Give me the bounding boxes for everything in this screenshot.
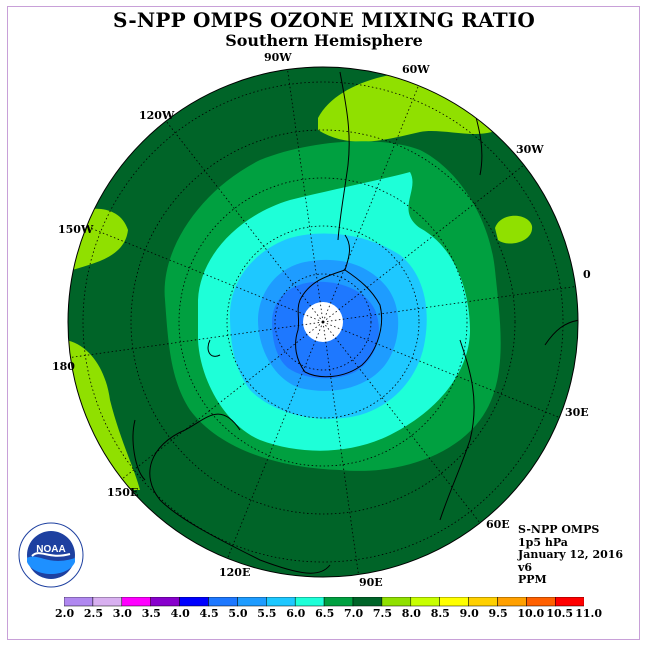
meridians <box>68 67 578 577</box>
colorbar-tick-label: 4.5 <box>199 607 219 620</box>
colorbar-tick-label: 9.5 <box>488 607 508 620</box>
meridian-line <box>162 116 324 323</box>
colorbar-tick-label: 5.5 <box>257 607 277 620</box>
colorbar-tick-label: 8.0 <box>401 607 421 620</box>
colorbar-tick-label: 2.5 <box>83 607 104 620</box>
lon-label-60e: 60E <box>486 518 510 531</box>
meridian-line <box>322 285 578 323</box>
colorbar-swatch <box>208 597 238 607</box>
map-border <box>67 66 579 578</box>
info-version: v6 <box>518 560 533 574</box>
colorbar-swatch <box>266 597 296 607</box>
meridian-line <box>81 224 324 323</box>
colorbar-tick-label: 11.0 <box>575 607 602 620</box>
colorbar-swatch <box>150 597 180 607</box>
lon-label-30e: 30E <box>565 406 589 419</box>
colorbar-tick-label: 10.0 <box>517 607 545 620</box>
info-date: January 12, 2016 <box>518 548 624 561</box>
colorbar-tick-label: 3.5 <box>141 607 161 620</box>
colorbar <box>64 597 584 607</box>
lon-label-30w: 30W <box>516 143 544 156</box>
lon-label-180: 180 <box>52 360 75 373</box>
colorbar-tick-label: 5.0 <box>228 607 248 620</box>
colorbar-swatch <box>381 597 412 607</box>
map-info: S-NPP OMPS 1p5 hPa January 12, 2016 v6 P… <box>518 523 624 587</box>
meridian-line <box>322 321 565 420</box>
noaa-logo-text: NOAA <box>36 544 65 555</box>
lon-label-90w: 90W <box>264 51 292 64</box>
noaa-logo: NOAA <box>18 522 84 588</box>
colorbar-swatch <box>294 597 325 607</box>
meridian-line <box>322 321 360 577</box>
colorbar-swatch <box>410 597 440 607</box>
info-instrument: S-NPP OMPS <box>518 523 600 536</box>
colorbar-swatch <box>64 597 94 607</box>
ozone-patch-lime-east <box>495 215 533 244</box>
colorbar-tick-label: 2.0 <box>55 607 75 620</box>
colorbar-swatch <box>179 597 209 607</box>
colorbar-swatch <box>237 597 267 607</box>
plot-frame <box>7 6 640 640</box>
colorbar-tick-label: 3.0 <box>112 607 132 620</box>
colorbar-swatch <box>121 597 151 607</box>
info-units: PPM <box>518 573 547 586</box>
colorbar-tick-label: 8.5 <box>430 607 450 620</box>
lon-label-120e: 120E <box>219 566 251 579</box>
colorbar-tick-label: 9.0 <box>459 607 479 620</box>
colorbar-tick-label: 7.5 <box>372 607 393 620</box>
colorbar-swatch <box>92 597 123 607</box>
lon-label-150e: 150E <box>107 486 139 499</box>
colorbar-tick-label: 10.5 <box>546 607 574 620</box>
graticule <box>82 81 564 563</box>
meridian-line <box>322 321 484 528</box>
meridian-line <box>286 67 324 323</box>
map-title: S-NPP OMPS OZONE MIXING RATIO <box>113 8 535 32</box>
lon-label-120w: 120W <box>139 109 175 122</box>
meridian-line <box>68 321 324 359</box>
meridian-line <box>117 321 324 483</box>
lon-label-90e: 90E <box>359 576 383 589</box>
colorbar-tick-label: 4.0 <box>170 607 190 620</box>
meridian-line <box>225 321 324 564</box>
coastlines <box>132 71 578 574</box>
meridian-line <box>322 161 529 323</box>
colorbar-swatch <box>323 597 354 607</box>
meridian-line <box>322 80 421 323</box>
map-subtitle: Southern Hemisphere <box>225 31 423 50</box>
colorbar-swatch <box>526 597 556 607</box>
colorbar-swatch <box>468 597 498 607</box>
colorbar-tick-label: 7.0 <box>344 607 364 620</box>
colorbar-swatch <box>497 597 527 607</box>
lon-label-0: 0 <box>583 268 591 281</box>
colorbar-swatch <box>352 597 383 607</box>
colorbar-tick-label: 6.5 <box>315 607 335 620</box>
colorbar-swatch <box>439 597 469 607</box>
info-level: 1p5 hPa <box>518 535 568 549</box>
colorbar-swatch <box>555 597 584 607</box>
colorbar-tick-label: 6.0 <box>286 607 306 620</box>
lon-label-60w: 60W <box>402 63 430 76</box>
lon-label-150w: 150W <box>58 223 94 236</box>
